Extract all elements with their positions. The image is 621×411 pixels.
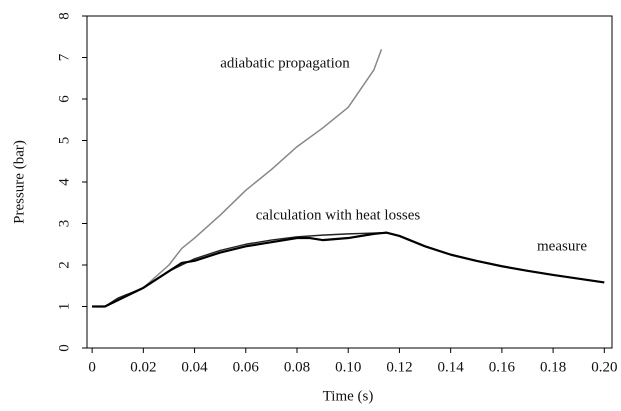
y-tick-label: 5	[56, 137, 72, 145]
x-tick-label: 0.10	[335, 359, 361, 375]
y-tick-label: 3	[56, 220, 72, 228]
x-axis-label: Time (s)	[323, 388, 374, 404]
x-tick-label: 0.06	[233, 359, 260, 375]
series-label: adiabatic propagation	[220, 55, 350, 71]
line	[92, 48, 383, 308]
y-axis-label: Pressure (bar)	[11, 140, 27, 224]
series-label: measure	[537, 238, 587, 254]
series-label: calculation with heat losses	[256, 207, 421, 223]
x-tick-label: 0.20	[591, 359, 617, 375]
y-tick-label: 8	[56, 12, 72, 20]
x-tick-label: 0.02	[130, 359, 156, 375]
y-tick-label: 6	[56, 95, 72, 103]
x-tick-label: 0.12	[386, 359, 412, 375]
y-tick-label: 0	[56, 344, 72, 352]
x-tick-label: 0.16	[489, 359, 516, 375]
x-tick-label: 0	[88, 359, 96, 375]
y-tick-label: 2	[56, 261, 72, 269]
x-tick-label: 0.14	[438, 359, 465, 375]
y-tick-label: 4	[56, 178, 72, 186]
x-tick-label: 0.04	[181, 359, 208, 375]
y-tick-label: 7	[56, 53, 72, 61]
x-tick-label: 0.18	[540, 359, 566, 375]
line	[92, 231, 387, 308]
line	[92, 231, 605, 308]
x-tick-label: 0.08	[284, 359, 310, 375]
y-tick-label: 1	[56, 303, 72, 311]
